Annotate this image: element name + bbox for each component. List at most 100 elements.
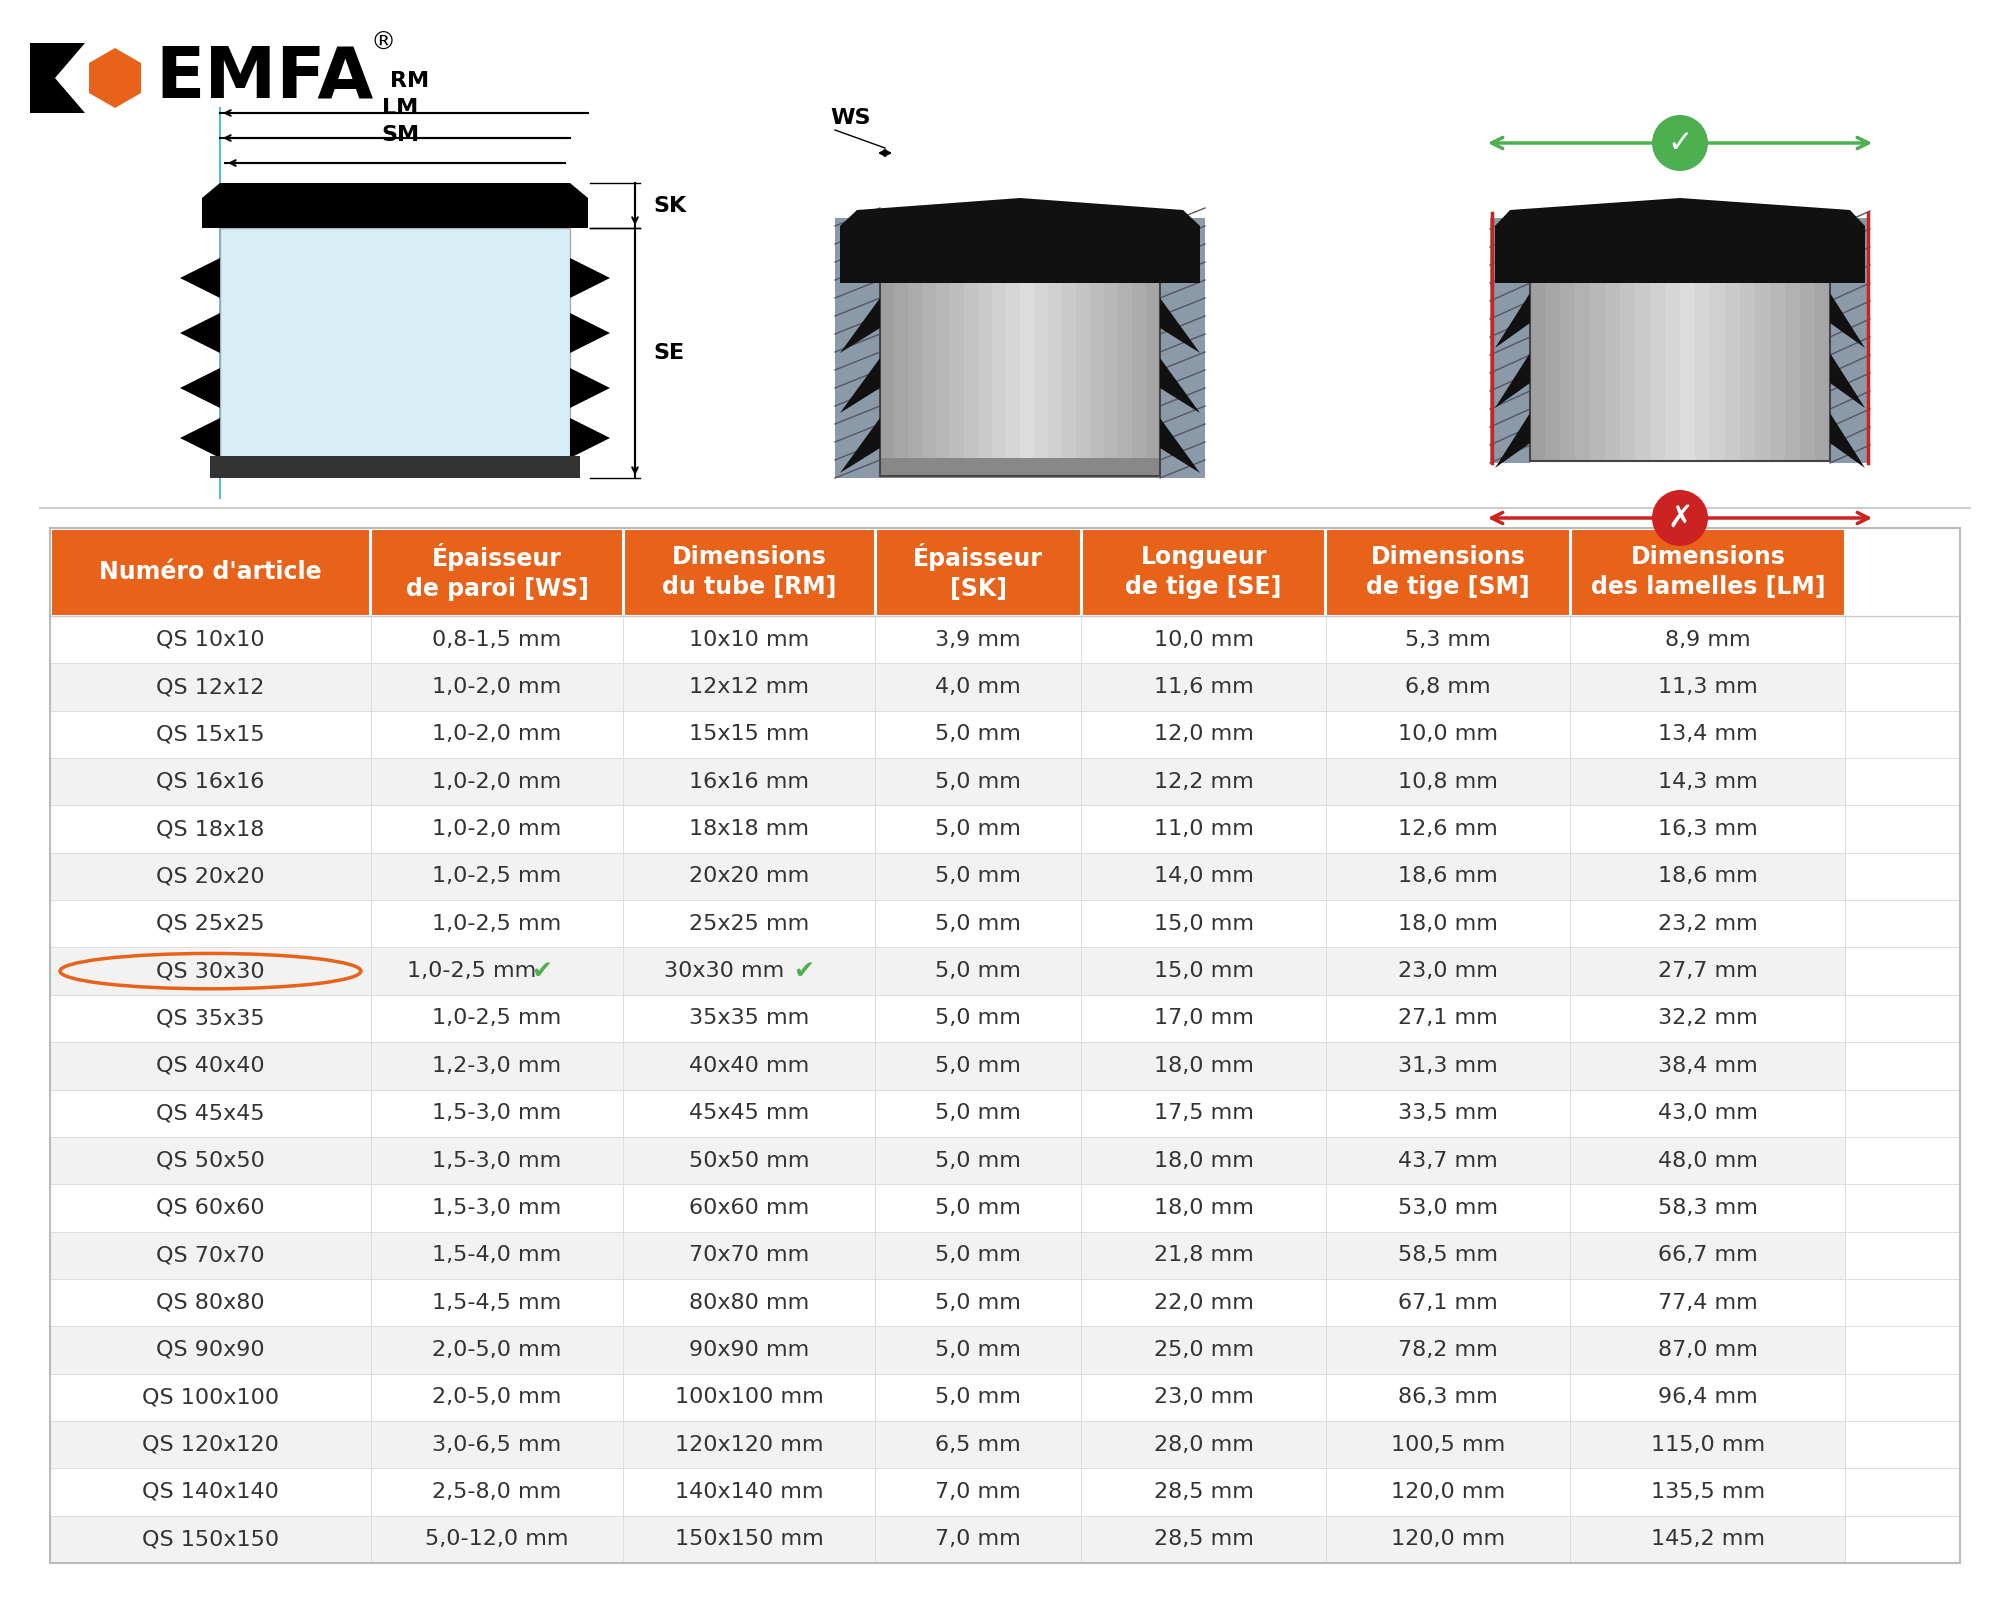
Text: 5,0 mm: 5,0 mm [936, 1387, 1022, 1408]
FancyBboxPatch shape [624, 806, 876, 853]
FancyBboxPatch shape [876, 616, 1082, 663]
FancyBboxPatch shape [876, 1278, 1082, 1327]
Text: 2,0-5,0 mm: 2,0-5,0 mm [432, 1340, 562, 1359]
FancyBboxPatch shape [50, 529, 370, 615]
Text: SK: SK [652, 196, 686, 215]
Text: QS 18x18: QS 18x18 [156, 819, 264, 840]
Text: 27,7 mm: 27,7 mm [1658, 961, 1758, 981]
FancyBboxPatch shape [1326, 616, 1570, 663]
Polygon shape [1496, 197, 1864, 283]
FancyBboxPatch shape [908, 265, 922, 476]
Text: 43,7 mm: 43,7 mm [1398, 1150, 1498, 1170]
Text: 11,6 mm: 11,6 mm [1154, 676, 1254, 697]
Polygon shape [570, 367, 610, 408]
Text: 23,2 mm: 23,2 mm [1658, 914, 1758, 934]
FancyBboxPatch shape [836, 218, 880, 477]
FancyBboxPatch shape [1680, 265, 1696, 461]
FancyBboxPatch shape [964, 265, 978, 476]
FancyBboxPatch shape [624, 948, 876, 995]
FancyBboxPatch shape [1082, 1042, 1326, 1089]
FancyBboxPatch shape [978, 265, 992, 476]
Polygon shape [570, 312, 610, 353]
Text: 5,0 mm: 5,0 mm [936, 1057, 1022, 1076]
FancyBboxPatch shape [876, 1374, 1082, 1421]
Text: 5,0 mm: 5,0 mm [936, 1150, 1022, 1170]
FancyBboxPatch shape [992, 265, 1006, 476]
Polygon shape [1830, 353, 1864, 408]
Text: 6,5 mm: 6,5 mm [936, 1435, 1022, 1455]
FancyBboxPatch shape [1570, 1137, 1846, 1184]
FancyBboxPatch shape [1604, 265, 1620, 461]
FancyBboxPatch shape [1816, 265, 1830, 461]
Text: 1,5-3,0 mm: 1,5-3,0 mm [432, 1197, 562, 1218]
FancyBboxPatch shape [1146, 265, 1160, 476]
Text: 1,5-4,5 mm: 1,5-4,5 mm [432, 1293, 562, 1312]
Text: 8,9 mm: 8,9 mm [1666, 629, 1750, 650]
Text: 15,0 mm: 15,0 mm [1154, 914, 1254, 934]
FancyBboxPatch shape [1326, 948, 1570, 995]
Text: 18,0 mm: 18,0 mm [1154, 1197, 1254, 1218]
FancyBboxPatch shape [624, 853, 876, 900]
FancyBboxPatch shape [876, 1516, 1082, 1563]
FancyBboxPatch shape [220, 228, 570, 468]
FancyBboxPatch shape [624, 529, 874, 615]
Polygon shape [30, 44, 84, 113]
FancyBboxPatch shape [1062, 265, 1076, 476]
FancyBboxPatch shape [1006, 265, 1020, 476]
FancyBboxPatch shape [1090, 265, 1104, 476]
Text: 5,0 mm: 5,0 mm [936, 1340, 1022, 1359]
Text: 25x25 mm: 25x25 mm [688, 914, 810, 934]
FancyBboxPatch shape [1570, 1089, 1846, 1137]
FancyBboxPatch shape [50, 1231, 370, 1278]
Text: Épaisseur
[SK]: Épaisseur [SK] [914, 544, 1044, 600]
Text: 5,0 mm: 5,0 mm [936, 914, 1022, 934]
FancyBboxPatch shape [50, 1421, 370, 1468]
FancyBboxPatch shape [1326, 1327, 1570, 1374]
Text: 96,4 mm: 96,4 mm [1658, 1387, 1758, 1408]
FancyBboxPatch shape [1326, 1374, 1570, 1421]
Text: QS 15x15: QS 15x15 [156, 725, 264, 744]
FancyBboxPatch shape [624, 1327, 876, 1374]
Text: QS 12x12: QS 12x12 [156, 676, 264, 697]
Text: QS 70x70: QS 70x70 [156, 1246, 264, 1265]
FancyBboxPatch shape [50, 806, 370, 853]
Text: ✔: ✔ [532, 959, 552, 984]
FancyBboxPatch shape [1082, 1327, 1326, 1374]
FancyBboxPatch shape [1650, 265, 1664, 461]
Text: 70x70 mm: 70x70 mm [688, 1246, 810, 1265]
Text: 1,0-2,0 mm: 1,0-2,0 mm [432, 676, 562, 697]
Text: 115,0 mm: 115,0 mm [1650, 1435, 1764, 1455]
FancyBboxPatch shape [370, 1089, 624, 1137]
FancyBboxPatch shape [1570, 1468, 1846, 1516]
Text: EMFA: EMFA [156, 44, 374, 113]
Text: 11,3 mm: 11,3 mm [1658, 676, 1758, 697]
Text: 80x80 mm: 80x80 mm [688, 1293, 810, 1312]
Polygon shape [180, 312, 220, 353]
Text: 10x10 mm: 10x10 mm [688, 629, 810, 650]
Text: 1,5-3,0 mm: 1,5-3,0 mm [432, 1103, 562, 1123]
FancyBboxPatch shape [1082, 1184, 1326, 1231]
FancyBboxPatch shape [1570, 1184, 1846, 1231]
FancyBboxPatch shape [1132, 265, 1146, 476]
Text: QS 30x30: QS 30x30 [156, 961, 264, 981]
FancyBboxPatch shape [1082, 663, 1326, 710]
FancyBboxPatch shape [876, 853, 1082, 900]
FancyBboxPatch shape [876, 1184, 1082, 1231]
Polygon shape [180, 417, 220, 458]
FancyBboxPatch shape [1620, 265, 1636, 461]
Text: QS 100x100: QS 100x100 [142, 1387, 280, 1408]
Text: 5,0 mm: 5,0 mm [936, 819, 1022, 840]
Text: 20x20 mm: 20x20 mm [688, 866, 810, 887]
Text: 1,0-2,0 mm: 1,0-2,0 mm [432, 772, 562, 791]
FancyBboxPatch shape [370, 1137, 624, 1184]
FancyBboxPatch shape [50, 853, 370, 900]
Polygon shape [840, 358, 880, 413]
Text: QS 20x20: QS 20x20 [156, 866, 264, 887]
FancyBboxPatch shape [370, 759, 624, 806]
FancyBboxPatch shape [1082, 900, 1326, 948]
FancyBboxPatch shape [876, 1468, 1082, 1516]
Text: 78,2 mm: 78,2 mm [1398, 1340, 1498, 1359]
FancyBboxPatch shape [370, 1516, 624, 1563]
FancyBboxPatch shape [624, 710, 876, 759]
Text: 33,5 mm: 33,5 mm [1398, 1103, 1498, 1123]
